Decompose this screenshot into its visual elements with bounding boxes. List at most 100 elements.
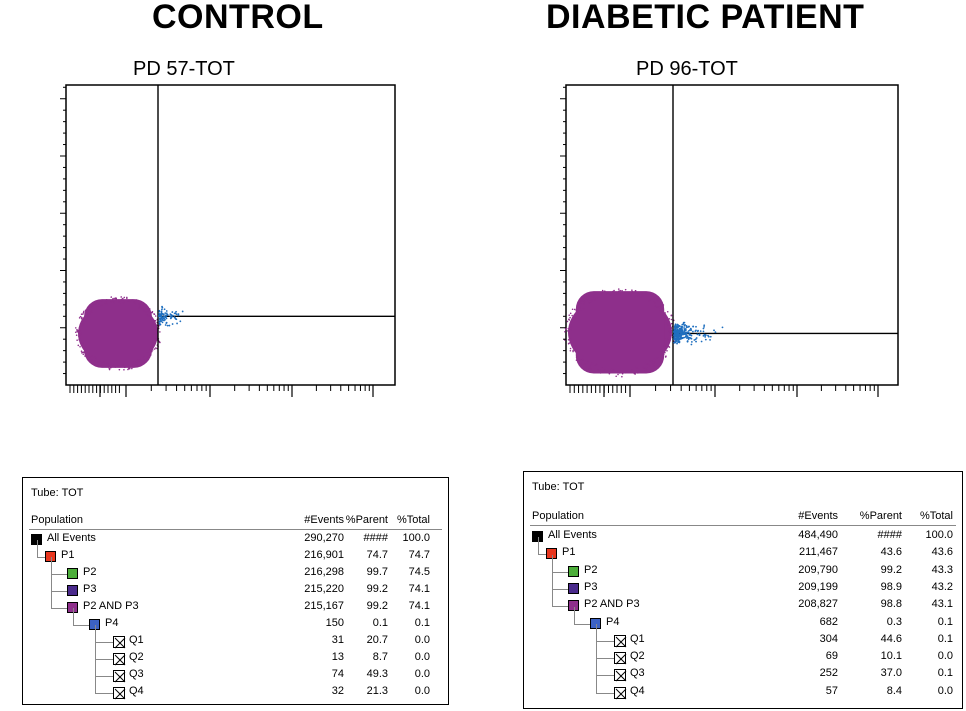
cluster-edge-dot xyxy=(590,367,592,370)
events-value: 209,199 xyxy=(798,580,838,593)
cluster-edge-dot xyxy=(151,310,154,313)
cluster-edge-dot xyxy=(575,345,577,347)
events-value: 484,490 xyxy=(798,529,838,541)
cluster-edge-dot xyxy=(145,313,148,316)
cluster-edge-dot xyxy=(115,298,118,301)
cluster-edge-dot xyxy=(652,361,655,363)
total-value: 43.6 xyxy=(931,546,953,559)
p4-event-dot xyxy=(165,312,168,315)
tree-connector xyxy=(596,675,615,694)
cluster-edge-dot xyxy=(78,338,81,341)
tree-connector xyxy=(552,554,569,573)
p4-event-dot xyxy=(695,340,697,343)
cluster-edge-dot xyxy=(98,303,100,305)
p4-event-dot xyxy=(173,316,176,319)
tree-connector xyxy=(95,676,114,694)
cluster-edge-dot xyxy=(120,298,123,301)
cluster-edge-dot xyxy=(664,346,667,349)
stats-row: P1 211,467 43.6 43.6 xyxy=(524,537,962,563)
p4-event-dot xyxy=(674,325,677,328)
p4-event-dot xyxy=(163,315,166,318)
p4-event-dot xyxy=(161,318,164,321)
p4-event-dot xyxy=(171,323,174,325)
p4-event-dot xyxy=(160,316,163,319)
cluster-edge-dot xyxy=(123,366,126,369)
cluster-edge-dot xyxy=(570,329,572,332)
cluster-edge-dot xyxy=(152,319,155,321)
cluster-edge-dot xyxy=(566,320,569,323)
quadrant-checkbox-icon xyxy=(614,686,627,700)
cluster-edge-dot xyxy=(149,309,151,311)
cluster-edge-dot xyxy=(90,359,93,361)
p4-event-dot xyxy=(680,332,682,335)
cluster-edge-dot xyxy=(652,298,655,300)
cluster-edge-dot xyxy=(569,327,572,330)
cluster-edge-dot xyxy=(587,299,590,302)
cluster-edge-dot xyxy=(615,375,617,378)
cluster-edge-dot xyxy=(666,349,668,352)
cluster-edge-dot xyxy=(656,298,658,301)
cluster-edge-dot xyxy=(155,324,158,327)
cluster-edge-dot xyxy=(634,373,636,375)
quadrant-checkbox-icon xyxy=(113,687,126,700)
p4-event-dot xyxy=(702,330,705,333)
cluster-edge-dot xyxy=(573,317,576,319)
p4-event-dot xyxy=(684,335,687,338)
header-events: #Events xyxy=(798,510,838,522)
header-divider xyxy=(29,529,442,530)
cluster-edge-dot xyxy=(100,365,103,367)
population-name: P2 AND P3 xyxy=(83,600,139,612)
p4-event-dot xyxy=(166,324,169,327)
cluster-edge-dot xyxy=(582,354,584,357)
cluster-edge-dot xyxy=(88,352,90,355)
cluster-edge-dot xyxy=(113,297,115,300)
total-value: 43.3 xyxy=(931,563,953,576)
population-name: Q3 xyxy=(630,667,645,680)
p4-event-dot xyxy=(684,333,687,336)
cluster-edge-dot xyxy=(91,362,94,364)
p4-event-dot xyxy=(687,331,690,334)
cluster-edge-dot xyxy=(104,362,107,365)
p4-event-dot xyxy=(171,311,174,313)
cluster-edge-dot xyxy=(662,314,664,316)
parent-value: 44.6 xyxy=(880,632,902,645)
tree-connector xyxy=(51,574,68,592)
population-name: Q4 xyxy=(129,685,144,697)
population-name: Q4 xyxy=(630,684,645,697)
tree-connector xyxy=(95,659,114,677)
cluster-edge-dot xyxy=(670,314,673,317)
cluster-edge-dot xyxy=(103,361,105,364)
cluster-edge-dot xyxy=(108,367,111,370)
cluster-edge-dot xyxy=(131,367,133,370)
cluster-edge-dot xyxy=(580,300,583,302)
cluster-edge-dot xyxy=(154,319,157,322)
cluster-edge-dot xyxy=(630,293,632,295)
cluster-edge-dot xyxy=(145,310,147,313)
cluster-edge-dot xyxy=(135,362,137,365)
population-name: Q1 xyxy=(129,634,144,646)
stats-table-diabetic: Tube: TOT Population #Events %Parent %Total A… xyxy=(523,471,963,709)
cluster-edge-dot xyxy=(609,370,612,373)
cluster-edge-dot xyxy=(88,309,90,311)
plot-title-control: PD 57-TOT xyxy=(133,58,235,80)
cluster-edge-dot xyxy=(668,330,670,332)
population-cluster xyxy=(74,296,161,371)
cluster-edge-dot xyxy=(642,366,645,369)
cluster-edge-dot xyxy=(653,358,656,361)
parent-value: #### xyxy=(877,529,902,541)
population-name: All Events xyxy=(47,532,96,544)
cluster-edge-dot xyxy=(571,308,574,311)
cluster-edge-dot xyxy=(93,356,96,358)
cluster-edge-dot xyxy=(87,315,89,318)
cluster-edge-dot xyxy=(89,356,91,359)
cluster-edge-dot xyxy=(123,368,125,371)
cluster-edge-dot xyxy=(582,307,585,310)
p4-event-dot xyxy=(679,336,682,338)
tree-connector xyxy=(596,658,615,677)
population-name: P4 xyxy=(105,617,119,629)
cluster-edge-dot xyxy=(619,289,622,292)
p4-event-dot xyxy=(695,325,697,328)
cluster-edge-dot xyxy=(74,327,77,329)
cluster-edge-dot xyxy=(621,375,623,378)
cluster-edge-dot xyxy=(575,347,578,350)
